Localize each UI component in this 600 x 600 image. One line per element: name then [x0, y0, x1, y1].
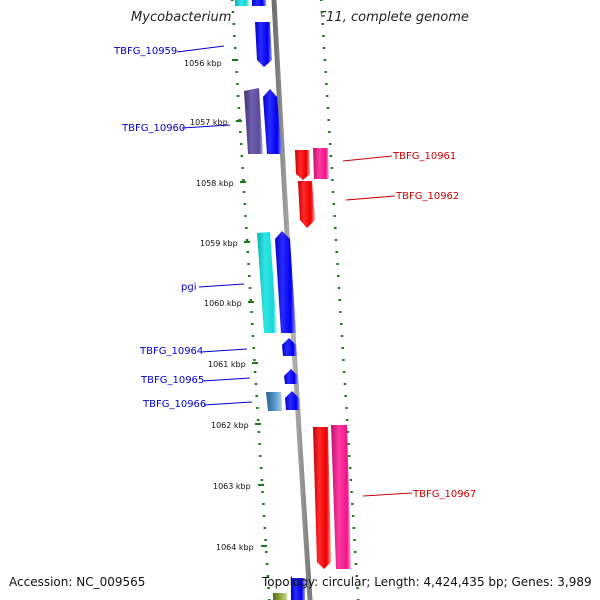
accession-text: Accession: NC_009565 [9, 575, 145, 589]
ruler-tick: 1063 kbp [213, 482, 264, 491]
gene-TBFG_10966-steel[interactable] [266, 392, 282, 411]
gene-label[interactable]: TBFG_10961 [392, 151, 456, 162]
ruler-label: 1056 kbp [184, 59, 222, 68]
gene-label[interactable]: TBFG_10960 [121, 123, 185, 134]
ruler-label: 1061 kbp [208, 360, 246, 369]
gene-feature[interactable] [235, 0, 249, 6]
leader-line [363, 493, 412, 496]
ruler-label: 1058 kbp [196, 179, 234, 188]
ruler-label: 1064 kbp [216, 543, 254, 552]
topology-text: Topology: circular; Length: 4,424,435 bp… [262, 575, 592, 589]
leader-line [201, 349, 247, 352]
ruler-tick: 1058 kbp [196, 179, 246, 188]
ruler-tick: 1060 kbp [204, 299, 254, 308]
gene-label[interactable]: TBFG_10966 [142, 399, 206, 410]
ruler-tick: 1059 kbp [200, 239, 250, 248]
ruler-label: 1063 kbp [213, 482, 251, 491]
gene-TBFG_10961[interactable] [313, 148, 329, 179]
ruler-label: 1059 kbp [200, 239, 238, 248]
leader-line [346, 196, 395, 200]
gene-label[interactable]: pgi [181, 282, 196, 293]
gene-label[interactable]: TBFG_10962 [395, 191, 459, 202]
leader-line [343, 156, 392, 161]
gene-label[interactable]: TBFG_10967 [412, 489, 476, 500]
ruler-label: 1062 kbp [211, 421, 249, 430]
gene-label[interactable]: TBFG_10965 [140, 375, 204, 386]
gene-TBFG_10959[interactable] [255, 22, 272, 67]
ruler-tick: 1062 kbp [211, 421, 261, 430]
leader-line [203, 378, 250, 381]
leader-line [177, 46, 224, 52]
gene-feature[interactable] [273, 593, 287, 600]
ruler-tick: 1061 kbp [208, 360, 258, 369]
ruler-label: 1060 kbp [204, 299, 242, 308]
leader-line [204, 402, 252, 405]
gene-feature[interactable] [252, 0, 266, 6]
gene-label[interactable]: TBFG_10964 [139, 346, 203, 357]
gene-label[interactable]: TBFG_10959 [113, 46, 177, 57]
ruler-tick: 1056 kbp [184, 59, 238, 68]
leader-line [199, 284, 244, 287]
ruler-tick: 1064 kbp [216, 543, 267, 552]
